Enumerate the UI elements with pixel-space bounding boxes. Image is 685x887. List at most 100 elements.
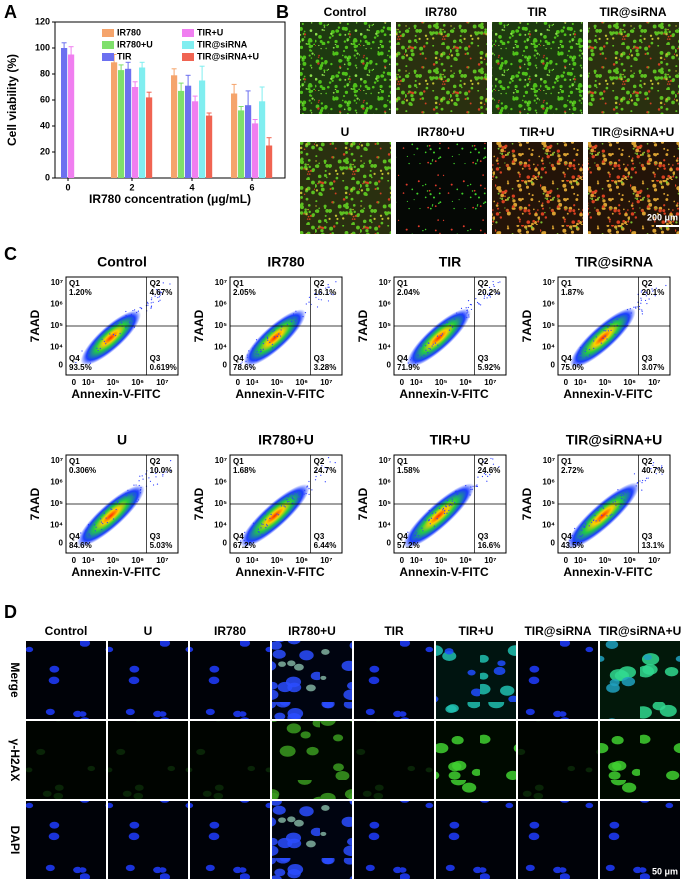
y-axis-label: 7AAD <box>192 309 206 342</box>
event-dot <box>615 493 618 496</box>
quadrant-percent: 2.72% <box>561 466 584 475</box>
event-dot <box>585 348 587 350</box>
x-tick-label: 10⁴ <box>574 378 587 387</box>
event-dot <box>129 321 131 323</box>
density-cloud <box>75 282 171 366</box>
event-dot <box>250 529 252 531</box>
event-dot <box>623 494 625 496</box>
y-tick-label: 10⁴ <box>378 521 391 530</box>
event-dot <box>492 463 495 465</box>
x-tick-label: 10⁶ <box>295 378 308 387</box>
event-dot <box>280 329 282 331</box>
event-dot <box>124 493 127 495</box>
event-dot <box>125 326 127 329</box>
event-dot <box>641 290 643 292</box>
event-dot <box>156 483 159 485</box>
column-label: Control <box>45 624 88 638</box>
event-dot <box>291 502 293 504</box>
quadrant-name: Q4 <box>233 532 244 541</box>
quadrant-name: Q1 <box>69 457 80 466</box>
event-dot <box>601 506 603 508</box>
quadrant-percent: 24.6% <box>478 466 501 475</box>
event-dot <box>89 359 91 361</box>
event-dot <box>610 329 612 332</box>
event-dot <box>639 480 641 482</box>
event-dot <box>261 523 263 525</box>
event-dot <box>311 489 313 491</box>
event-dot <box>245 541 247 544</box>
event-dot <box>646 292 648 294</box>
event-dot <box>594 514 596 517</box>
event-dot <box>665 284 667 287</box>
event-dot <box>150 307 152 309</box>
micrograph <box>396 142 487 234</box>
event-dot <box>578 356 580 358</box>
event-dot <box>320 471 322 473</box>
event-dot <box>260 527 262 529</box>
micrograph <box>600 641 680 719</box>
event-dot <box>658 467 661 470</box>
x-tick-label: 10⁴ <box>82 378 95 387</box>
event-dot <box>645 477 648 479</box>
event-dot <box>482 291 485 294</box>
quadrant-percent: 3.28% <box>314 363 337 372</box>
event-dot <box>453 318 456 320</box>
y-tick-label: 80 <box>40 68 50 78</box>
image-label: IR780+U <box>417 125 465 139</box>
event-dot <box>485 473 487 476</box>
event-dot <box>88 534 90 536</box>
event-dot <box>139 307 141 309</box>
event-dot <box>478 302 480 305</box>
event-dot <box>262 523 264 526</box>
x-tick-label: 10⁴ <box>246 378 259 387</box>
event-dot <box>94 530 96 532</box>
event-dot <box>315 475 317 478</box>
event-dot <box>597 509 599 511</box>
event-dot <box>113 518 115 520</box>
y-tick-label: 10⁶ <box>378 300 391 309</box>
event-dot <box>132 309 134 312</box>
x-tick-label: 0 <box>564 556 569 565</box>
event-dot <box>595 520 597 522</box>
event-dot <box>271 347 273 349</box>
event-dot <box>132 494 135 496</box>
density <box>76 484 145 547</box>
event-dot <box>466 316 468 319</box>
quadrant-name: Q1 <box>397 457 408 466</box>
event-dot <box>95 526 97 528</box>
event-dot <box>109 327 111 329</box>
y-tick-label: 10⁵ <box>214 321 227 330</box>
x-tick-label: 0 <box>400 556 405 565</box>
event-dot <box>582 526 585 528</box>
legend-label: TIR+U <box>197 27 223 37</box>
event-dot <box>469 303 471 306</box>
y-tick-label: 10⁷ <box>543 278 555 287</box>
y-tick-label: 10⁴ <box>542 521 555 530</box>
event-dot <box>470 486 472 488</box>
y-tick-label: 10⁷ <box>379 278 391 287</box>
event-dot <box>476 301 479 304</box>
event-dot <box>408 364 411 366</box>
quadrant-name: Q1 <box>561 457 572 466</box>
event-dot <box>614 333 616 335</box>
event-dot <box>253 345 255 347</box>
event-dot <box>478 292 480 294</box>
event-dot <box>630 312 632 314</box>
event-dot <box>152 293 154 295</box>
event-dot <box>629 494 632 496</box>
event-dot <box>428 519 430 521</box>
event-dot <box>162 473 164 476</box>
event-dot <box>489 474 491 476</box>
quadrant-percent: 43.5% <box>561 541 584 550</box>
event-dot <box>483 295 486 297</box>
event-dot <box>263 512 266 514</box>
event-dot <box>291 496 293 498</box>
y-tick-label: 10⁵ <box>542 321 555 330</box>
event-dot <box>422 530 424 532</box>
event-dot <box>258 531 260 533</box>
y-axis-label: Cell viability (%) <box>5 54 19 146</box>
event-dot <box>318 293 320 295</box>
event-dot <box>581 529 583 531</box>
event-dot <box>111 508 113 510</box>
